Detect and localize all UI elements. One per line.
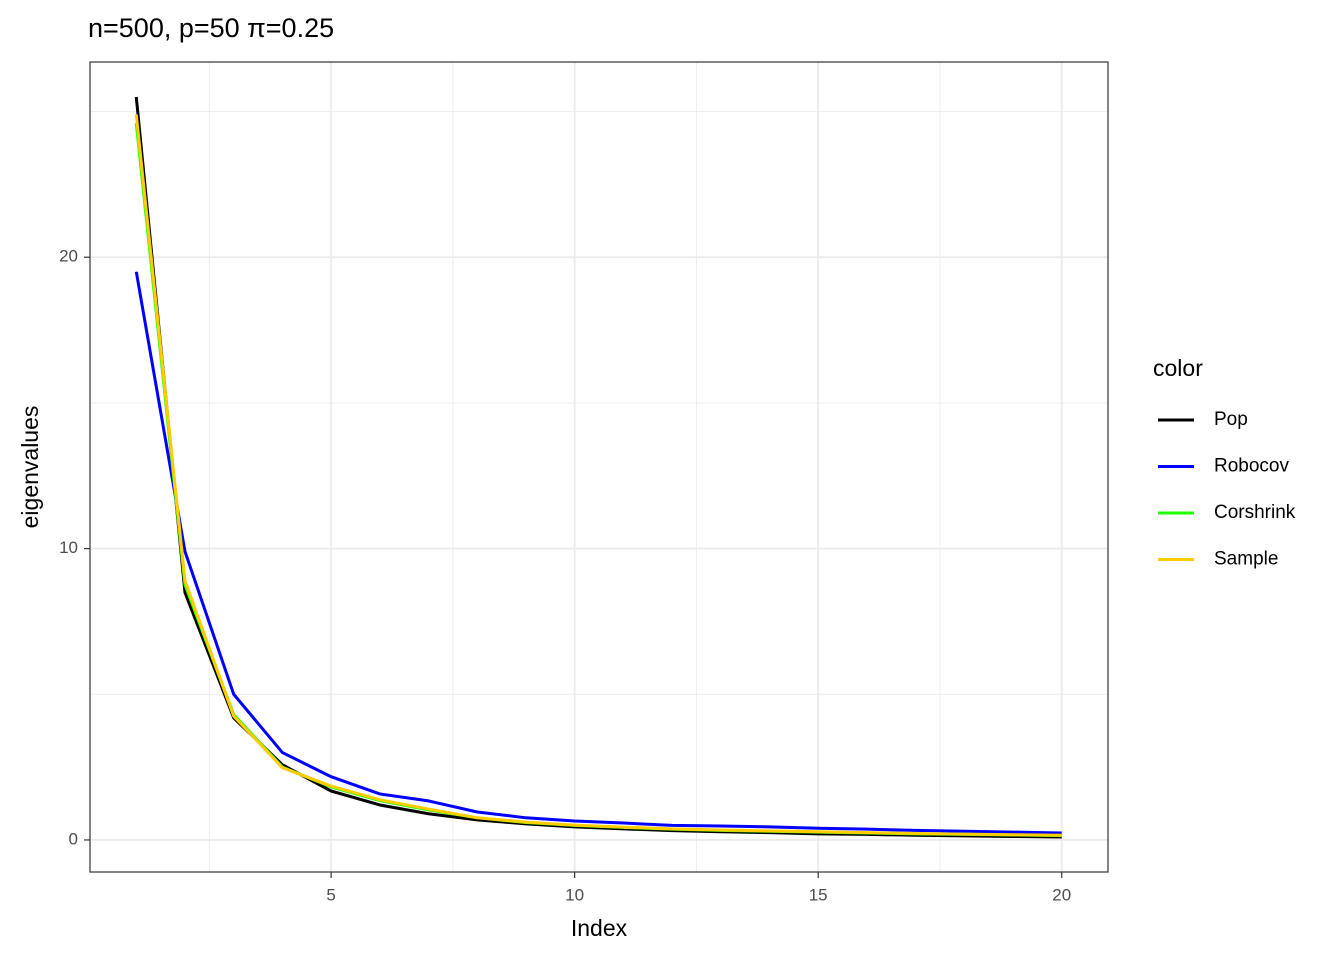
panel-border [89,61,1109,873]
y-axis-label: eigenvalues [17,406,43,529]
line-series [134,271,1062,835]
legend-label: Pop [1214,409,1248,430]
chart-title: n=500, p=50 π=0.25 [88,13,334,43]
y-tick-label: 20 [59,247,78,266]
y-tick-label: 0 [69,829,78,848]
x-tick-label: 5 [326,885,335,904]
legend-title: color [1153,355,1203,381]
line-series [134,123,1062,838]
legend-label: Robocov [1214,456,1289,477]
legend-label: Corshrink [1214,502,1296,523]
line-series [134,114,1062,837]
legend-label: Sample [1214,549,1278,570]
x-tick-label: 15 [809,885,828,904]
x-axis-label: Index [571,915,628,941]
y-tick-label: 10 [59,538,78,557]
x-tick-label: 10 [565,885,584,904]
line-series [134,96,1062,839]
x-tick-label: 20 [1052,885,1071,904]
